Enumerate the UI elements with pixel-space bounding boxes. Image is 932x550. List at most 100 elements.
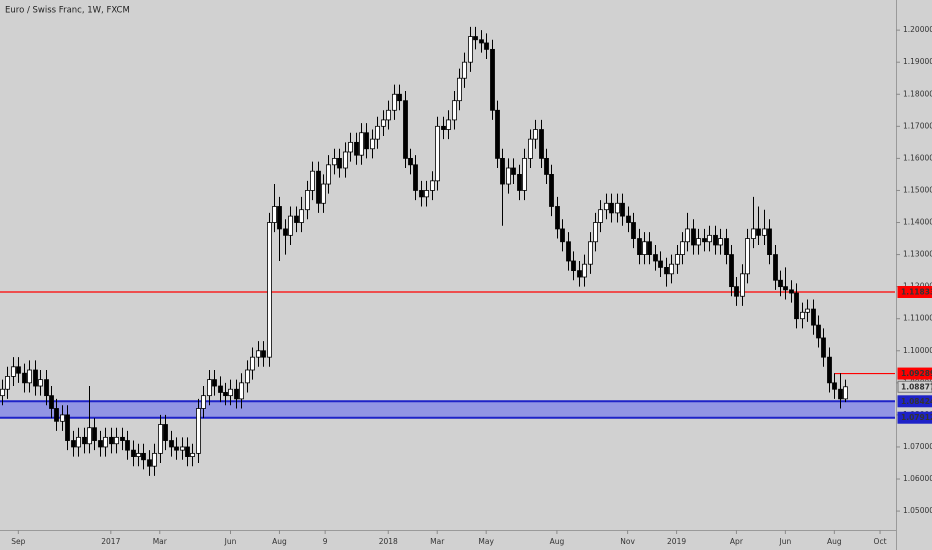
candle-body <box>675 254 680 265</box>
candle-body <box>16 366 21 374</box>
support-zone <box>0 401 895 418</box>
candle-body <box>54 408 59 422</box>
candle-body <box>38 379 43 387</box>
candle-body <box>354 141 359 156</box>
candle-body <box>691 228 696 246</box>
candle-body <box>631 222 636 239</box>
candle-body <box>147 459 152 467</box>
candle-body <box>424 190 429 198</box>
candle-body <box>811 308 816 326</box>
candle-body <box>751 228 756 239</box>
y-tick-label: 1.15000 <box>903 185 932 194</box>
candle-body <box>218 385 223 393</box>
candle-body <box>609 202 614 214</box>
candle-body <box>778 279 783 288</box>
x-tick-label: Nov <box>620 537 635 546</box>
candle-body <box>76 436 81 448</box>
candle-body <box>201 395 206 409</box>
candle-body <box>359 132 364 156</box>
candle-body <box>11 366 16 377</box>
x-tick-label: 9 <box>323 537 328 546</box>
candle-body <box>180 446 185 451</box>
candle-body <box>549 174 554 207</box>
candle-body <box>745 238 750 275</box>
candle-body <box>773 254 778 281</box>
candle-body <box>326 164 331 185</box>
candle-body <box>71 440 76 448</box>
candle-body <box>484 42 489 50</box>
candle-body <box>832 382 837 390</box>
candle-body <box>571 260 576 272</box>
candle-body <box>506 167 511 185</box>
candle-body <box>435 125 440 182</box>
candle-body <box>533 129 538 140</box>
candle-body <box>60 414 65 422</box>
candle-body <box>713 234 718 246</box>
x-tick-label: Jun <box>224 537 237 546</box>
candle-body <box>120 436 125 441</box>
candle-body <box>131 449 136 457</box>
candle-body <box>816 324 821 339</box>
candle-body <box>136 452 141 457</box>
x-tick-label: May <box>478 537 494 546</box>
candle-body <box>98 440 103 448</box>
candle-body <box>805 308 810 313</box>
candle-body <box>669 263 674 275</box>
candle-body <box>495 109 500 159</box>
candle-body <box>332 157 337 166</box>
candle-body <box>756 228 761 236</box>
candle-body <box>239 382 244 400</box>
candle-body <box>767 228 772 255</box>
candle-body <box>468 36 473 63</box>
x-tick-label: 2019 <box>667 537 686 546</box>
candle-body <box>256 350 261 358</box>
candle-body <box>316 170 321 204</box>
candle-body <box>653 254 658 262</box>
candle-body <box>452 100 457 121</box>
candle-body <box>642 241 647 255</box>
candle-body <box>555 206 560 230</box>
candle-body <box>364 132 369 150</box>
candle-body <box>392 93 397 111</box>
candle-body <box>207 379 212 397</box>
y-tick-label: 1.10000 <box>903 346 932 355</box>
candle-body <box>794 292 799 320</box>
candle-body <box>702 238 707 243</box>
candle-body <box>310 170 315 191</box>
candle-body <box>337 157 342 169</box>
y-tick-label: 1.07000 <box>903 442 932 451</box>
x-tick-label: 2017 <box>101 537 120 546</box>
candle-body <box>152 452 157 467</box>
candle-body <box>234 388 239 400</box>
candle-body <box>598 209 603 223</box>
x-tick-label: Mar <box>153 537 168 546</box>
candle-body <box>696 238 701 246</box>
candle-body <box>680 241 685 255</box>
candle-body <box>375 125 380 140</box>
candle-body <box>386 109 391 121</box>
candle-body <box>441 125 446 130</box>
candle-body <box>321 183 326 204</box>
candle-body <box>419 190 424 198</box>
y-tick-label: 1.20000 <box>903 25 932 34</box>
candle-body <box>620 202 625 217</box>
candle-body <box>528 138 533 159</box>
zone-label: 1.07912 <box>901 413 932 422</box>
candle-body <box>821 337 826 358</box>
y-tick-label: 1.17000 <box>903 121 932 130</box>
candle-body <box>462 61 467 79</box>
y-tick-label: 1.14000 <box>903 218 932 227</box>
candle-body <box>158 424 163 454</box>
y-tick-label: 1.13000 <box>903 250 932 259</box>
last-price-label-box <box>897 380 932 393</box>
candle-body <box>65 414 70 441</box>
candle-body <box>49 395 54 409</box>
candle-body <box>724 238 729 255</box>
candle-body <box>305 190 310 211</box>
candle-body <box>718 238 723 246</box>
candle-body <box>381 119 386 127</box>
candle-body <box>479 39 484 44</box>
candle-body <box>294 215 299 223</box>
